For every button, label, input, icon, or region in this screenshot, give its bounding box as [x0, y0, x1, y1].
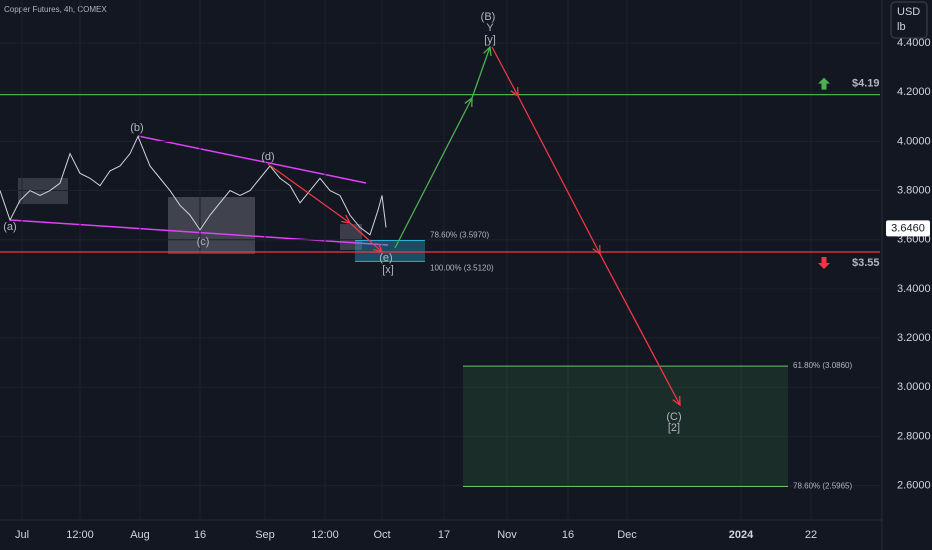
- y-tick-label: 2.8000: [897, 430, 931, 442]
- level-arrow: [818, 257, 830, 270]
- projection-arrow: [517, 95, 601, 255]
- x-tick-label: 16: [562, 529, 574, 541]
- wave-label: (d): [261, 151, 274, 163]
- arrow-head: [672, 395, 681, 407]
- x-tick-label: 16: [194, 529, 206, 541]
- x-tick-label: 2024: [729, 529, 754, 541]
- wave-label: (C): [666, 411, 681, 423]
- last-price-label: 3.6460: [891, 222, 925, 234]
- arrow-head: [483, 45, 492, 57]
- unit: lb: [897, 21, 906, 33]
- x-tick-label: Nov: [497, 529, 517, 541]
- trend-line: [137, 135, 367, 184]
- x-tick-label: Dec: [617, 529, 637, 541]
- unit-box: [890, 1, 928, 39]
- x-tick-label: Jul: [15, 529, 29, 541]
- y-tick-label: 4.2000: [897, 86, 931, 98]
- x-tick-label: Sep: [255, 529, 275, 541]
- y-tick-label: 3.0000: [897, 381, 931, 393]
- chart-title: Copper Futures, 4h, COMEX: [4, 5, 107, 14]
- range-box: [168, 197, 255, 254]
- fib-label: 100.00% (3.5120): [430, 263, 494, 272]
- fib-label: 61.80% (3.0860): [793, 361, 852, 370]
- y-tick-label: 3.6000: [897, 234, 931, 246]
- x-tick-label: Oct: [373, 529, 390, 541]
- projection-arrow: [394, 97, 473, 249]
- wave-label: [x]: [382, 264, 394, 276]
- wave-label: (c): [197, 236, 210, 248]
- x-tick-label: Aug: [130, 529, 150, 541]
- projection-arrow: [267, 163, 351, 224]
- projection-arrow: [471, 46, 491, 99]
- wave-label: (a): [3, 221, 16, 233]
- projection-arrow: [599, 253, 681, 406]
- level-label: $3.55: [852, 257, 880, 269]
- x-tick-label: 17: [438, 529, 450, 541]
- wave-label: (B): [481, 11, 496, 23]
- fib-zone: [355, 240, 425, 262]
- fib-label: 78.60% (3.5970): [430, 231, 489, 240]
- level-label: $4.19: [852, 78, 880, 90]
- y-tick-label: 4.0000: [897, 135, 931, 147]
- y-tick-label: 3.8000: [897, 184, 931, 196]
- level-arrow: [818, 77, 830, 90]
- y-tick-label: 3.2000: [897, 332, 931, 344]
- x-tick-label: 12:00: [66, 529, 94, 541]
- currency: USD: [897, 6, 920, 18]
- wave-label: (e): [379, 252, 392, 264]
- x-tick-label: 22: [805, 529, 817, 541]
- wave-label: Y: [486, 22, 494, 34]
- fib-label: 78.60% (2.5965): [793, 482, 852, 491]
- arrow-head: [373, 243, 384, 254]
- wave-label: [y]: [484, 34, 496, 46]
- price-line: [0, 135, 387, 236]
- last-price-tag: [886, 220, 930, 237]
- x-tick-label: 12:00: [311, 529, 339, 541]
- y-tick-label: 3.4000: [897, 283, 931, 295]
- wave-label: (b): [130, 122, 143, 134]
- y-tick-label: 2.6000: [897, 479, 931, 491]
- projection-arrow: [491, 46, 519, 97]
- y-tick-label: 4.4000: [897, 37, 931, 49]
- fib-zone: [463, 366, 788, 487]
- projection-arrow: [349, 222, 383, 253]
- wave-label: [2]: [668, 422, 680, 434]
